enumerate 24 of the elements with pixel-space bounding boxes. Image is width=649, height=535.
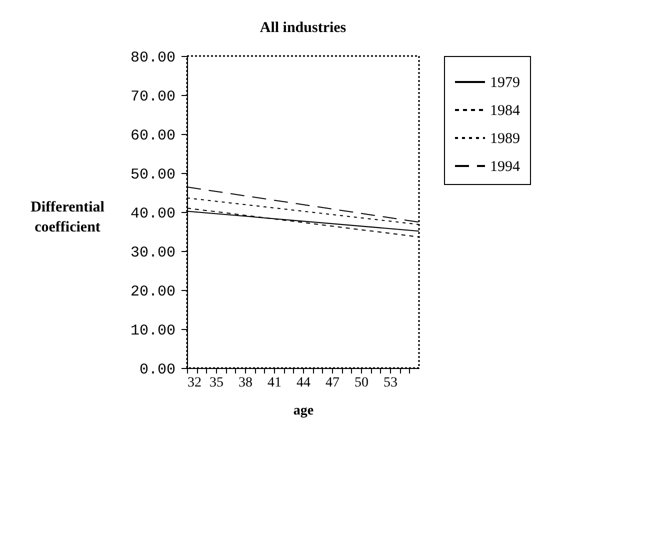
y-axis-title: Differential coefficient [30,200,104,236]
x-tick-label: 41 [268,376,282,390]
y-tick-label: 60.00 [130,128,176,144]
legend-label: 1979 [490,75,520,91]
y-tick-label: 40.00 [130,206,176,222]
y-tick-label: 80.00 [130,50,176,66]
y-tick-label: 0.00 [139,362,176,378]
y-tick-label: 70.00 [130,88,176,106]
chart-title: All industries [260,20,346,36]
y-tick-label: 10.00 [130,322,176,340]
x-axis-title: age [293,404,314,418]
legend-label: 1989 [490,131,520,147]
x-tick-label: 53 [384,376,398,390]
x-tick-label: 38 [238,376,252,390]
legend-label: 1994 [490,159,520,175]
y-tick-label: 50.00 [130,166,176,184]
x-tick-label: 32 [188,376,202,390]
x-tick-label: 50 [354,376,368,390]
x-tick-label: 47 [326,376,340,390]
x-tick-label: 35 [210,376,224,390]
legend-label: 1984 [490,103,520,119]
x-tick-label: 44 [296,376,310,390]
y-tick-label: 20.00 [130,284,176,300]
y-tick-label: 30.00 [130,244,176,262]
